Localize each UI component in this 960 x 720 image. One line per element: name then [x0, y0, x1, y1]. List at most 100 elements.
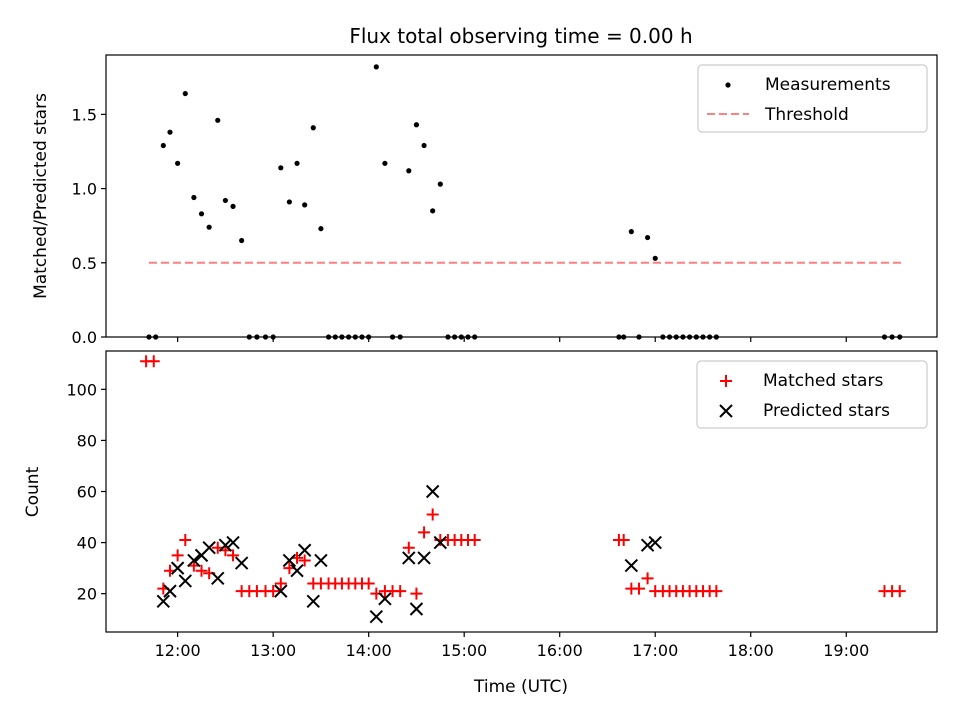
legend-threshold-label: Threshold — [764, 105, 849, 125]
predicted-stars-point: Predicted stars: 16:55 UTC, 39 — [640, 538, 655, 552]
bottom-y-tick-label: 20 — [77, 585, 97, 604]
predicted-stars-point: Predicted stars: 13:25 UTC, 17 — [306, 594, 320, 609]
predicted-stars-point: Predicted stars: 12:40 UTC, 32 — [234, 556, 249, 570]
top-y-tick-label: 1.5 — [72, 105, 97, 124]
predicted-stars-point: Predicted stars: 14:40 UTC, 60 — [425, 484, 440, 499]
matched-stars-point: Matched stars: 11:45 UTC, 111 — [147, 355, 160, 368]
matched-stars-point: Matched stars: 14:25 UTC, 38 — [402, 541, 415, 554]
top-y-axis-label: Matched/Predicted stars — [31, 93, 51, 299]
predicted-stars-point: Predicted stars: 17:00 UTC, 40 — [648, 535, 662, 550]
matched-stars-point: Matched stars: 12:00 UTC, 35 — [171, 549, 184, 562]
measurements-point: Measurements: 12:00 UTC, 1.17 — [175, 160, 181, 166]
bottom-legend-box — [696, 360, 928, 429]
matched-stars-point: Matched stars: 16:55 UTC, 26 — [641, 572, 654, 585]
measurements-point: Measurements: 13:30 UTC, 0.73 — [318, 226, 324, 232]
measurements-point: Measurements: 14:45 UTC, 1.03 — [437, 181, 443, 187]
bottom-x-axis-label: Time (UTC) — [473, 677, 568, 697]
predicted-stars-point: Predicted stars: 14:45 UTC, 40 — [433, 535, 448, 550]
bottom-x-tick-label: 16:00 — [537, 641, 583, 660]
measurements-point: Measurements: 14:35 UTC, 1.29 — [421, 142, 427, 149]
matched-stars-point: Matched stars: 15:07 UTC, 41 — [468, 534, 481, 547]
top-axes-frame — [105, 54, 938, 338]
legend-measurements-label: Measurements — [765, 75, 891, 95]
bottom-panel: Matched stars: 11:40 UTC, 111Matched sta… — [23, 350, 938, 697]
bottom-x-tick-label: 13:00 — [250, 641, 296, 660]
measurements-point: Measurements: 16:55 UTC, 0.67 — [644, 234, 651, 241]
predicted-stars-point: Predicted stars: 13:20 UTC, 37 — [297, 543, 312, 557]
predicted-stars-point: Predicted stars: 12:00 UTC, 30 — [170, 561, 185, 575]
predicted-stars-point: Predicted stars: 13:30 UTC, 33 — [314, 553, 328, 568]
matched-stars-point: Matched stars: 13:05 UTC, 24 — [274, 577, 287, 590]
measurements-point: Measurements: 16:45 UTC, 0.71 — [628, 229, 634, 235]
figure-title: Flux total observing time = 0.00 h — [349, 24, 692, 48]
bottom-y-tick-label: 40 — [77, 534, 97, 553]
top-legend: Measurements Threshold — [697, 64, 928, 133]
top-y-tick-label: 0.5 — [72, 254, 97, 273]
measurements-point: Measurements: 14:25 UTC, 1.12 — [406, 168, 412, 174]
matched-stars-point: Matched stars: 14:40 UTC, 51 — [426, 508, 439, 521]
matched-stars-point: Matched stars: 16:40 UTC, 41 — [617, 534, 630, 547]
measurements-point: Measurements: 13:05 UTC, 1.14 — [278, 165, 284, 171]
predicted-stars-point: Predicted stars: 12:35 UTC, 40 — [226, 535, 240, 550]
measurements-point: Measurements: 17:00 UTC, 0.53 — [652, 255, 658, 261]
legend-matched-marker — [720, 375, 732, 387]
bottom-x-tick-label: 17:00 — [632, 641, 678, 660]
bottom-x-tick-label: 15:00 — [441, 641, 487, 660]
legend-predicted-marker — [719, 404, 733, 418]
matched-stars-point: Matched stars: 12:35 UTC, 35 — [227, 549, 240, 562]
matched-stars-point: Matched stars: 14:20 UTC, 21 — [394, 585, 407, 598]
measurements-point: Measurements: 13:15 UTC, 1.17 — [294, 160, 300, 166]
bottom-y-axis-label: Count — [23, 466, 43, 517]
legend-predicted-label: Predicted stars — [763, 401, 890, 421]
measurements-point: Measurements: 13:20 UTC, 0.89 — [302, 202, 308, 208]
predicted-stars-point: Predicted stars: 11:51 UTC, 17 — [156, 594, 171, 609]
top-panel: Measurements: 11:42 UTC, 0Measurements: … — [31, 54, 938, 347]
measurements-point: Measurements: 12:10 UTC, 0.94 — [191, 194, 197, 201]
measurements-point: Measurements: 12:20 UTC, 0.74 — [206, 224, 212, 230]
predicted-stars-point: Predicted stars: 14:35 UTC, 34 — [417, 551, 431, 565]
bottom-x-tick-label: 14:00 — [346, 641, 392, 660]
bottom-y-tick-label: 100 — [66, 380, 97, 399]
predicted-stars-point: Predicted stars: 14:10 UTC, 18 — [378, 592, 392, 606]
top-y-tick-label: 0.0 — [72, 328, 97, 347]
measurements-point: Measurements: 14:10 UTC, 1.17 — [382, 160, 388, 166]
matched-stars-point: Matched stars: 14:00 UTC, 24 — [362, 577, 375, 590]
matched-stars-point: Matched stars: 17:38 UTC, 21 — [710, 585, 723, 598]
matched-stars-point: Matched stars: 14:30 UTC, 20 — [410, 587, 423, 600]
predicted-stars-point: Predicted stars: 14:30 UTC, 14 — [409, 602, 424, 616]
matched-stars-point: Matched stars: 13:00 UTC, 21 — [267, 585, 280, 598]
predicted-stars-point: Predicted stars: 13:10 UTC, 33 — [282, 553, 297, 568]
predicted-stars-point: Predicted stars: 16:45 UTC, 31 — [624, 558, 639, 573]
legend-measurements-marker — [725, 82, 731, 88]
predicted-stars-point: Predicted stars: 13:05 UTC, 21 — [274, 584, 288, 598]
matched-stars-point: Matched stars: 12:15 UTC, 29 — [195, 564, 208, 577]
measurements-point: Measurements: 12:25 UTC, 1.46 — [215, 117, 221, 123]
bottom-y-tick-label: 60 — [77, 483, 97, 502]
measurements-point: Measurements: 12:15 UTC, 0.83 — [198, 211, 205, 217]
predicted-stars-point: Predicted stars: 12:20 UTC, 38 — [202, 540, 216, 555]
predicted-stars-point: Predicted stars: 13:15 UTC, 29 — [290, 563, 304, 578]
bottom-x-tick-label: 12:00 — [155, 641, 201, 660]
bottom-x-tick-label: 18:00 — [728, 641, 774, 660]
matched-stars-point: Matched stars: 14:35 UTC, 44 — [418, 526, 431, 539]
measurements-point: Measurements: 12:05 UTC, 1.64 — [182, 90, 188, 97]
matched-stars-point: Matched stars: 13:20 UTC, 33 — [298, 554, 311, 567]
matched-stars-point: Matched stars: 19:34 UTC, 21 — [893, 585, 906, 598]
measurements-point: Measurements: 12:40 UTC, 0.65 — [239, 237, 245, 244]
measurements-point: Measurements: 12:35 UTC, 0.88 — [230, 203, 236, 209]
bottom-plot-area: Matched stars: 11:40 UTC, 111Matched sta… — [140, 355, 906, 624]
bottom-x-tick-label: 19:00 — [823, 641, 869, 660]
measurements-point: Measurements: 12:30 UTC, 0.92 — [222, 197, 228, 204]
matched-stars-point: Matched stars: 16:50 UTC, 22 — [632, 582, 645, 595]
top-legend-box — [697, 64, 928, 133]
predicted-stars-point: Predicted stars: 12:05 UTC, 25 — [178, 574, 192, 588]
matched-stars-point: Matched stars: 12:05 UTC, 41 — [179, 534, 192, 547]
predicted-stars-point: Predicted stars: 14:25 UTC, 34 — [402, 551, 416, 565]
bottom-y-tick-label: 80 — [77, 431, 97, 450]
predicted-stars-point: Predicted stars: 12:25 UTC, 26 — [211, 571, 225, 586]
predicted-stars-point: Predicted stars: 12:10 UTC, 33 — [187, 553, 201, 568]
legend-matched-label: Matched stars — [763, 371, 883, 391]
bottom-legend: Matched stars Predicted stars — [696, 360, 928, 429]
measurements-point: Measurements: 14:05 UTC, 1.82 — [373, 64, 379, 70]
top-y-tick-label: 1.0 — [72, 180, 97, 199]
